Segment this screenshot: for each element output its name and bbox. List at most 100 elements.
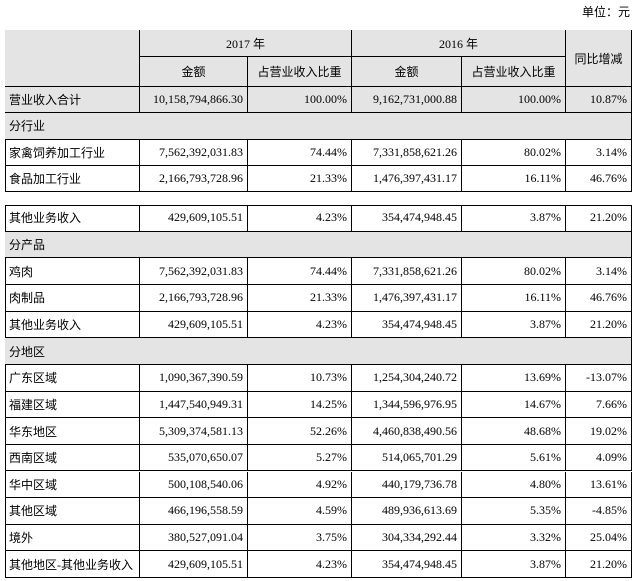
- row-label: 华东地区: [5, 418, 140, 445]
- value-cell: 514,065,701.29: [352, 444, 462, 472]
- value-cell: 74.44%: [248, 139, 352, 166]
- value-cell: 25.04%: [566, 524, 632, 552]
- value-cell: 380,527,091.04: [140, 524, 248, 552]
- row-label: 华中区域: [5, 471, 140, 499]
- value-cell: 4.23%: [248, 205, 352, 232]
- value-cell: 74.44%: [248, 258, 352, 285]
- value-cell: 14.25%: [248, 391, 352, 419]
- value-cell: 3.14%: [566, 258, 632, 285]
- value-cell: 3.75%: [248, 524, 352, 552]
- value-cell: 13.69%: [462, 364, 566, 392]
- row-label: 食品加工行业: [5, 165, 140, 192]
- row-label: 营业收入合计: [5, 87, 140, 114]
- value-cell: 304,334,292.44: [352, 524, 462, 552]
- row-label: 鸡肉: [5, 258, 140, 285]
- value-cell: 4.23%: [248, 311, 352, 339]
- value-cell: 429,609,105.51: [140, 311, 248, 339]
- value-cell: 2,166,793,728.96: [140, 284, 248, 312]
- row-label: 境外: [5, 524, 140, 552]
- row-label: 肉制品: [5, 284, 140, 312]
- value-cell: 3.14%: [566, 139, 632, 166]
- value-cell: 4.92%: [248, 471, 352, 499]
- value-cell: 440,179,736.78: [352, 471, 462, 499]
- value-cell: 3.87%: [462, 551, 566, 579]
- row-label: 其他区域: [5, 498, 140, 525]
- value-cell: 21.33%: [248, 284, 352, 312]
- row-label: 其他业务收入: [5, 205, 140, 232]
- value-cell: 3.87%: [462, 205, 566, 232]
- header-blank: [5, 30, 140, 87]
- value-cell: 354,474,948.45: [352, 205, 462, 232]
- row-label: 广东区域: [5, 364, 140, 392]
- value-cell: 21.20%: [566, 205, 632, 232]
- value-cell: 4.23%: [248, 551, 352, 579]
- value-cell: 21.20%: [566, 311, 632, 339]
- header-column: 金额: [140, 57, 248, 87]
- value-cell: 500,108,540.06: [140, 471, 248, 499]
- value-cell: 5.35%: [462, 498, 566, 525]
- value-cell: 46.76%: [566, 284, 632, 312]
- value-cell: 466,196,558.59: [140, 498, 248, 525]
- value-cell: 7,331,858,621.26: [352, 139, 462, 166]
- value-cell: 80.02%: [462, 258, 566, 285]
- value-cell: 429,609,105.51: [140, 551, 248, 579]
- value-cell: 4.09%: [566, 444, 632, 472]
- value-cell: 14.67%: [462, 391, 566, 419]
- value-cell: 429,609,105.51: [140, 205, 248, 232]
- header-column: 占营业收入比重: [462, 57, 566, 87]
- value-cell: 80.02%: [462, 139, 566, 166]
- value-cell: 10.73%: [248, 364, 352, 392]
- value-cell: 354,474,948.45: [352, 551, 462, 579]
- row-label: 其他业务收入: [5, 311, 140, 339]
- value-cell: 16.11%: [462, 284, 566, 312]
- value-cell: 5,309,374,581.13: [140, 418, 248, 445]
- value-cell: 354,474,948.45: [352, 311, 462, 339]
- value-cell: 13.61%: [566, 471, 632, 499]
- header-year: 2017 年: [140, 30, 352, 57]
- value-cell: 1,344,596,976.95: [352, 391, 462, 419]
- value-cell: 10,158,794,866.30: [140, 87, 248, 114]
- section-row: 分行业: [5, 113, 632, 140]
- value-cell: 9,162,731,000.88: [352, 87, 462, 114]
- row-label: 家禽饲养加工行业: [5, 139, 140, 166]
- value-cell: 7,562,392,031.83: [140, 258, 248, 285]
- value-cell: 3.32%: [462, 524, 566, 552]
- value-cell: 4,460,838,490.56: [352, 418, 462, 445]
- value-cell: 48.68%: [462, 418, 566, 445]
- value-cell: 7,562,392,031.83: [140, 139, 248, 166]
- unit-label: 单位：元: [581, 5, 630, 19]
- value-cell: 5.61%: [462, 444, 566, 472]
- header-year: 2016 年: [352, 30, 566, 57]
- value-cell: 21.20%: [566, 551, 632, 579]
- value-cell: 19.02%: [566, 418, 632, 445]
- value-cell: -4.85%: [566, 498, 632, 525]
- row-label: 福建区域: [5, 391, 140, 419]
- table-frame: [5, 205, 632, 579]
- value-cell: 1,447,540,949.31: [140, 391, 248, 419]
- section-row: 分地区: [5, 338, 632, 365]
- value-cell: 4.59%: [248, 498, 352, 525]
- value-cell: 10.87%: [566, 87, 632, 114]
- row-label: 其他地区-其他业务收入: [5, 551, 140, 579]
- value-cell: 21.33%: [248, 165, 352, 192]
- value-cell: 535,070,650.07: [140, 444, 248, 472]
- value-cell: 2,166,793,728.96: [140, 165, 248, 192]
- value-cell: 3.87%: [462, 311, 566, 339]
- value-cell: 1,476,397,431.17: [352, 165, 462, 192]
- value-cell: 1,254,304,240.72: [352, 364, 462, 392]
- value-cell: 52.26%: [248, 418, 352, 445]
- value-cell: 100.00%: [462, 87, 566, 114]
- row-label: 西南区域: [5, 444, 140, 472]
- header-change: 同比增减: [566, 30, 632, 87]
- value-cell: 1,090,367,390.59: [140, 364, 248, 392]
- header-column: 金额: [352, 57, 462, 87]
- header-column: 占营业收入比重: [248, 57, 352, 87]
- value-cell: 1,476,397,431.17: [352, 284, 462, 312]
- value-cell: 489,936,613.69: [352, 498, 462, 525]
- value-cell: -13.07%: [566, 364, 632, 392]
- value-cell: 16.11%: [462, 165, 566, 192]
- value-cell: 46.76%: [566, 165, 632, 192]
- value-cell: 7,331,858,621.26: [352, 258, 462, 285]
- value-cell: 4.80%: [462, 471, 566, 499]
